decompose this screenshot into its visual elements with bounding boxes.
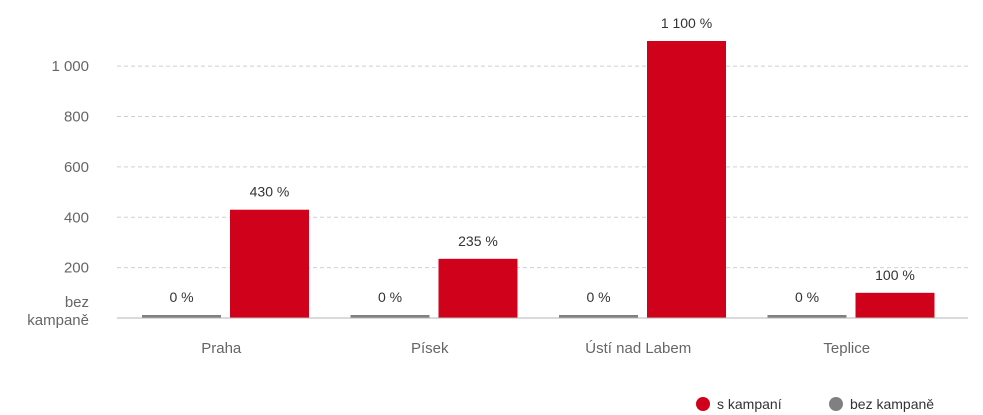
bar-s-kampani — [855, 292, 935, 318]
legend-label: s kampaní — [717, 396, 782, 412]
y-tick-label: 600 — [64, 159, 89, 176]
x-axis-ticks: Praha Písek Ústí nad Labem Teplice — [201, 340, 870, 357]
bars — [142, 41, 935, 318]
data-label: 1 100 % — [661, 15, 712, 31]
data-label: 430 % — [250, 184, 290, 200]
data-label: 0 % — [586, 289, 610, 305]
x-tick-label: Písek — [411, 340, 449, 357]
y-tick-label: bez kampaně — [27, 294, 89, 329]
legend-item: bez kampaně — [829, 396, 934, 412]
y-axis-ticks: bez kampaně 200 400 600 800 1 000 — [27, 58, 89, 329]
legend-item: s kampaní — [696, 396, 782, 412]
legend-label: bez kampaně — [850, 396, 934, 412]
bar-bez-kampane — [142, 315, 221, 318]
x-tick-label: Praha — [201, 340, 242, 357]
legend-swatch — [696, 397, 710, 411]
data-label: 0 % — [795, 289, 819, 305]
data-label: 235 % — [458, 233, 498, 249]
data-label: 0 % — [169, 289, 193, 305]
y-tick-label: 1 000 — [51, 58, 89, 75]
bar-bez-kampane — [559, 315, 638, 318]
y-tick-label: 200 — [64, 260, 89, 277]
legend: s kampaní bez kampaně — [696, 396, 934, 412]
data-labels: 0 % 430 % 0 % 235 % 0 % 1 100 % 0 % 100 % — [169, 15, 914, 305]
data-label: 100 % — [875, 267, 915, 283]
bar-bez-kampane — [767, 315, 847, 318]
bar-s-kampani — [230, 209, 309, 318]
y-tick-label: 400 — [64, 209, 89, 226]
x-tick-label: Teplice — [823, 340, 870, 357]
bar-s-kampani — [438, 258, 518, 318]
legend-swatch — [829, 397, 843, 411]
data-label: 0 % — [378, 289, 402, 305]
bar-bez-kampane — [350, 315, 430, 318]
x-tick-label: Ústí nad Labem — [585, 340, 691, 357]
y-tick-label: 800 — [64, 109, 89, 126]
bar-s-kampani — [647, 41, 726, 318]
